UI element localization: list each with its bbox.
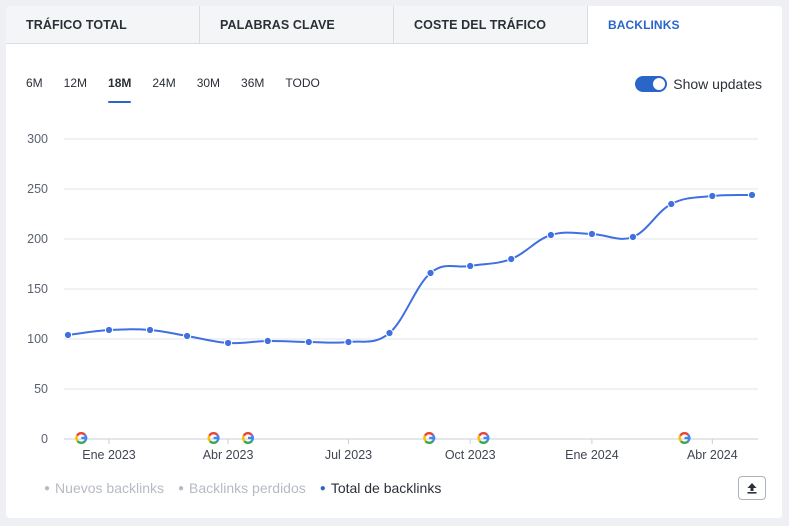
export-button[interactable] — [738, 476, 766, 500]
series-point — [145, 325, 155, 335]
legend-nuevos-backlinks[interactable]: ● Nuevos backlinks — [44, 480, 164, 496]
period-18m[interactable]: 18M — [108, 76, 132, 103]
series-point — [304, 337, 313, 347]
google-update-icon[interactable] — [242, 432, 254, 444]
series-point — [344, 337, 353, 347]
series-point — [385, 328, 394, 338]
period-selector: 6M 12M 18M 24M 30M 36M TODO — [26, 76, 341, 106]
google-update-icon[interactable] — [207, 432, 220, 444]
show-updates-toggle[interactable] — [635, 76, 668, 92]
period-12m[interactable]: 12M — [63, 76, 88, 90]
x-tick-label: Abr 2024 — [687, 448, 738, 462]
x-tick-label: Ene 2024 — [565, 448, 619, 462]
series-point — [223, 338, 233, 348]
y-tick-label: 50 — [34, 382, 48, 396]
google-update-icon[interactable] — [678, 432, 691, 444]
legend-dot: ● — [319, 482, 326, 494]
series-line-total-backlinks — [67, 193, 753, 345]
toggle-knob — [653, 78, 666, 90]
series-point — [708, 191, 717, 201]
backlinks-line-chart: 0 50 100 150 200 250 300 Ene 2023 Abr 2023 Jul 20… — [27, 132, 758, 462]
y-tick-label: 150 — [27, 282, 48, 296]
series-point — [546, 230, 556, 240]
google-update-icon[interactable] — [477, 432, 490, 444]
y-tick-label: 300 — [27, 132, 48, 146]
series-point — [263, 336, 272, 346]
google-update-icon[interactable] — [75, 432, 88, 444]
legend-dot: ● — [177, 482, 185, 494]
legend-label: Nuevos backlinks — [55, 480, 164, 496]
x-tick-label: Oct 2023 — [445, 448, 496, 462]
show-updates-control: Show updates — [635, 76, 762, 92]
series-point — [747, 190, 757, 200]
tab-palabras-clave[interactable]: PALABRAS CLAVE — [200, 6, 394, 44]
period-36m[interactable]: 36M — [241, 76, 265, 90]
period-24m[interactable]: 24M — [152, 76, 176, 90]
show-updates-label: Show updates — [673, 76, 762, 92]
series-point — [466, 261, 475, 271]
legend-total-backlinks[interactable]: ● Total de backlinks — [320, 480, 442, 496]
period-6m[interactable]: 6M — [26, 76, 43, 90]
tab-backlinks-label: BACKLINKS — [608, 18, 680, 32]
y-tick-label: 250 — [27, 182, 48, 196]
x-tick-label: Jul 2023 — [325, 448, 372, 462]
tab-bar: TRÁFICO TOTAL PALABRAS CLAVE COSTE DEL T… — [6, 6, 782, 45]
y-tick-label: 0 — [41, 432, 48, 446]
period-30m[interactable]: 30M — [196, 76, 221, 90]
series-point — [104, 325, 114, 335]
series-point — [426, 268, 435, 278]
series-point — [182, 331, 192, 341]
google-update-icon[interactable] — [423, 432, 436, 444]
series-point — [667, 199, 676, 209]
legend-label: Total de backlinks — [330, 480, 442, 496]
legend-dot: ● — [44, 482, 51, 494]
series-point — [507, 254, 516, 264]
legend-backlinks-perdidos[interactable]: ● Backlinks perdidos — [178, 480, 306, 496]
tab-backlinks[interactable]: BACKLINKS — [588, 6, 782, 44]
chart-legend: ● Nuevos backlinks ● Backlinks perdidos ● T… — [44, 480, 455, 496]
backlinks-card: TRÁFICO TOTAL PALABRAS CLAVE COSTE DEL T… — [6, 6, 782, 518]
y-tick-label: 100 — [27, 332, 48, 346]
x-tick-label: Ene 2023 — [82, 448, 136, 462]
tab-trafico-total[interactable]: TRÁFICO TOTAL — [6, 6, 200, 44]
x-tick-label: Abr 2023 — [203, 448, 254, 462]
y-tick-label: 200 — [27, 232, 48, 246]
legend-label: Backlinks perdidos — [189, 480, 306, 496]
period-todo[interactable]: TODO — [285, 76, 320, 90]
upload-icon — [747, 483, 757, 494]
series-point — [63, 330, 73, 340]
tab-coste-trafico[interactable]: COSTE DEL TRÁFICO — [394, 6, 588, 44]
series-point — [628, 232, 638, 242]
series-point — [587, 229, 597, 239]
